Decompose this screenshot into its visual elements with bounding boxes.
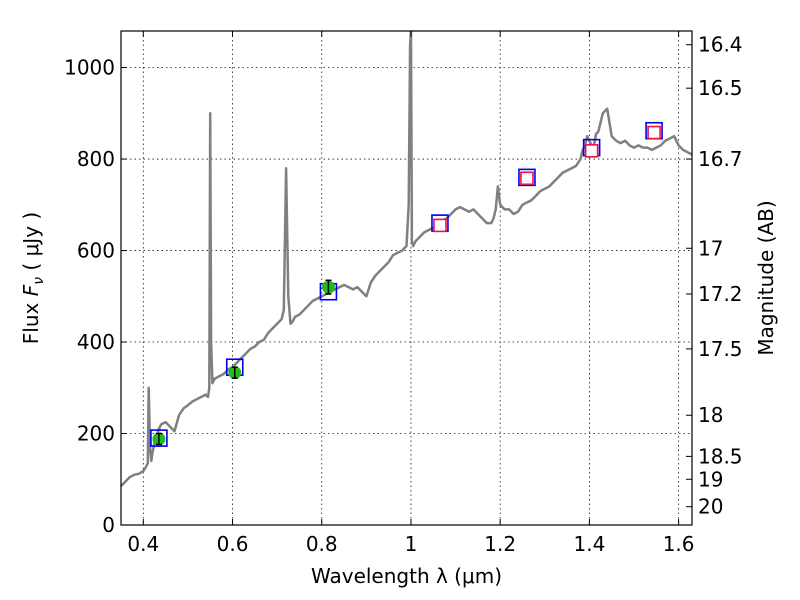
mag-tick-label: 17.5 [698,337,743,361]
y-tick-label: 800 [77,147,115,171]
y-axis-label-subscript: ν [31,277,47,285]
y-tick-label: 400 [77,330,115,354]
x-axis-label: Wavelength λ (μm) [311,564,502,588]
red-square-marker [520,171,534,186]
red-square-marker [584,144,599,158]
mag-tick-label: 17 [698,236,723,260]
y-axis-label-suffix: ( μJy ) [19,212,43,277]
x-tick-label: 0.8 [306,532,338,556]
x-tick-label: 1.4 [573,532,605,556]
y-axis-label: Flux Fν ( μJy ) [19,212,47,344]
mag-tick-label: 19 [698,467,723,491]
y-axis-label-symbol: F [19,284,43,296]
x-tick-label: 0.4 [127,532,159,556]
mag-tick-label: 16.7 [698,147,743,171]
plot-frame [120,30,693,526]
y-tick-label: 1000 [64,56,115,80]
y2-axis-label: Magnitude (AB) [754,200,778,355]
mag-tick-label: 20 [698,495,723,519]
blue-square-marker [518,168,536,187]
y-axis-label-prefix: Flux [19,296,43,344]
x-tick-label: 0.6 [217,532,249,556]
mag-tick-label: 18 [698,403,723,427]
y-tick-label: 200 [77,422,115,446]
plot-area [121,31,692,487]
x-tick-label: 1.6 [663,532,695,556]
x-tick-label: 1.2 [484,532,516,556]
x-tick-label: 1 [405,532,418,556]
mag-tick-label: 17.2 [698,282,743,306]
axes-ticks: 0.4 0.6 0.8 1 1.2 1.4 1.6 0 200 400 600 800 1000 16.4… [64,31,743,556]
red-square-marker [647,125,661,140]
y-tick-label: 600 [77,239,115,263]
mag-tick-label: 16.4 [698,33,743,57]
spectrum-line [121,31,692,487]
mag-tick-label: 16.5 [698,76,743,100]
red-square-marker [433,218,447,233]
y-tick-label: 0 [102,513,115,537]
blue-square-marker [150,429,168,447]
mag-tick-label: 18.5 [698,444,743,468]
grid [121,31,692,526]
